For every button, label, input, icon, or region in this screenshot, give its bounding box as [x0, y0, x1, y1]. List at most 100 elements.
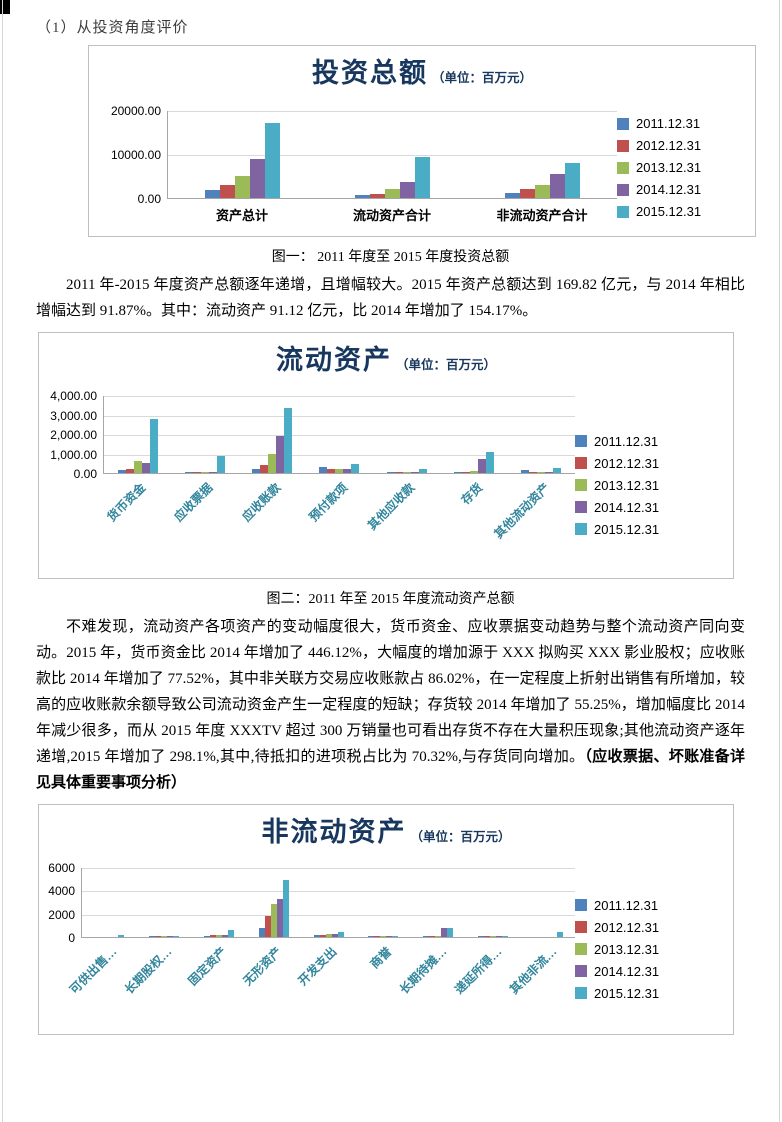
bar-group	[137, 868, 192, 937]
chart-title: 投资总额 （单位：百万元）	[97, 56, 747, 95]
bar	[521, 470, 530, 473]
chart-unit-label: （单位：百万元）	[410, 830, 511, 844]
y-axis-tick-label: 1,000.00	[50, 447, 97, 462]
legend-swatch	[617, 117, 629, 130]
plot-row: 4,000.00 3,000.00 2,000.00 1,000.00 0.00	[47, 389, 575, 481]
plot-column: 4,000.00 3,000.00 2,000.00 1,000.00 0.00 货币资金…	[47, 389, 575, 574]
bar	[161, 936, 168, 937]
bar-groups	[168, 111, 617, 198]
bar	[545, 471, 554, 473]
y-axis-tick-label: 20000.00	[110, 103, 161, 118]
bar	[284, 407, 293, 473]
x-axis-labels: 资产总计 流动资产合计 非流动资产合计	[167, 199, 617, 225]
y-axis-tick-label: 6000	[48, 861, 75, 875]
bar	[529, 471, 538, 473]
bar	[415, 157, 430, 198]
y-axis: 6000 4000 2000 0	[47, 861, 81, 945]
legend-label: 2011.12.31	[594, 433, 659, 449]
chart-unit-label: （单位：百万元）	[431, 71, 532, 85]
legend-label: 2012.12.31	[636, 138, 702, 153]
bar-groups	[104, 396, 575, 473]
legend-swatch	[575, 457, 587, 469]
y-axis-tick-label: 0.00	[137, 191, 161, 206]
x-axis-label-cell: 资产总计	[167, 199, 317, 225]
bar	[282, 879, 289, 937]
bar	[556, 931, 563, 937]
legend-item: 2013.12.31	[575, 942, 725, 957]
gridline	[82, 914, 575, 916]
x-axis-label-cell: 长期股权…	[122, 938, 191, 1030]
bar	[200, 472, 209, 473]
x-axis-label-cell: 其他应收款	[365, 474, 440, 574]
gridline	[82, 891, 575, 893]
plot-row: 20000.00 10000.00 0.00	[97, 104, 617, 206]
scan-corner-artifact	[0, 0, 10, 14]
document-page: （1）从投资角度评价 投资总额 （单位：百万元） 20000.00 10000.00 0…	[36, 20, 756, 1035]
bar	[331, 933, 338, 937]
legend-swatch	[575, 479, 587, 491]
bar	[276, 436, 285, 473]
bar	[264, 916, 271, 937]
x-axis-label: 固定资产	[185, 944, 230, 989]
bar	[410, 472, 419, 473]
bar	[265, 122, 281, 198]
bar	[368, 935, 375, 937]
bar	[117, 470, 126, 473]
bar	[270, 904, 277, 937]
chart-total-investment: 投资总额 （单位：百万元） 20000.00 10000.00 0.00 资产总计 流动资产…	[88, 45, 756, 237]
plot-area	[81, 868, 575, 938]
x-axis-label-cell: 固定资产	[186, 938, 246, 1030]
bar	[385, 188, 400, 198]
x-axis-label-cell: 其他非流…	[507, 938, 575, 1030]
legend-item: 2012.12.31	[617, 138, 747, 153]
bar	[454, 472, 463, 473]
chart-area: 4,000.00 3,000.00 2,000.00 1,000.00 0.00 货币资金…	[47, 389, 725, 574]
legend-swatch	[575, 899, 587, 911]
page-edge-right	[779, 0, 780, 1122]
bar-group	[239, 396, 306, 473]
legend-label: 2015.12.31	[636, 204, 702, 219]
x-axis-label: 预付款项	[306, 480, 351, 525]
bar	[149, 419, 158, 473]
bar	[327, 468, 336, 473]
bar-group	[82, 868, 137, 937]
bar	[337, 932, 344, 937]
x-axis-labels: 可供出售… 长期股权… 固定资产 无形资产 开发支出 商誉 长期待摊… 递延所得… 其他非流…	[67, 938, 575, 1030]
plot-area	[103, 396, 575, 474]
bar-group	[373, 396, 440, 473]
x-axis-label-cell: 应收账款	[238, 474, 305, 574]
x-axis-label-cell: 非流动资产合计	[467, 199, 617, 225]
x-axis-label-cell: 流动资产合计	[317, 199, 467, 225]
bar	[208, 471, 217, 473]
x-axis-label: 可供出售…	[67, 944, 120, 997]
bar	[478, 459, 487, 473]
bar	[343, 468, 352, 473]
bar	[370, 193, 385, 198]
bar	[141, 463, 150, 473]
legend: 2011.12.31 2012.12.31 2013.12.31 2014.12.31…	[575, 427, 725, 544]
legend-item: 2011.12.31	[575, 434, 725, 449]
x-axis-label: 资产总计	[215, 207, 268, 223]
y-axis-tick-label: 0	[68, 931, 75, 945]
bar	[394, 472, 403, 473]
bar	[313, 935, 320, 937]
bar	[216, 456, 225, 473]
bar-group	[465, 868, 520, 937]
chart-title: 非流动资产 （单位：百万元）	[47, 815, 725, 854]
gridline	[104, 415, 575, 417]
bar	[462, 472, 471, 473]
x-axis-label: 其他应收款	[365, 480, 418, 533]
bar-group	[508, 396, 575, 473]
bar	[477, 936, 484, 937]
bar	[184, 472, 193, 473]
bar	[221, 934, 228, 937]
chart-title-text: 流动资产	[275, 345, 392, 375]
legend-label: 2012.12.31	[594, 919, 660, 935]
bar	[553, 468, 562, 473]
x-axis-label: 应收账款	[239, 480, 283, 525]
legend-swatch	[575, 943, 587, 955]
y-axis: 4,000.00 3,000.00 2,000.00 1,000.00 0.00	[47, 389, 103, 481]
bar	[319, 934, 326, 937]
legend-swatch	[575, 435, 587, 447]
legend-item: 2015.12.31	[617, 204, 747, 219]
